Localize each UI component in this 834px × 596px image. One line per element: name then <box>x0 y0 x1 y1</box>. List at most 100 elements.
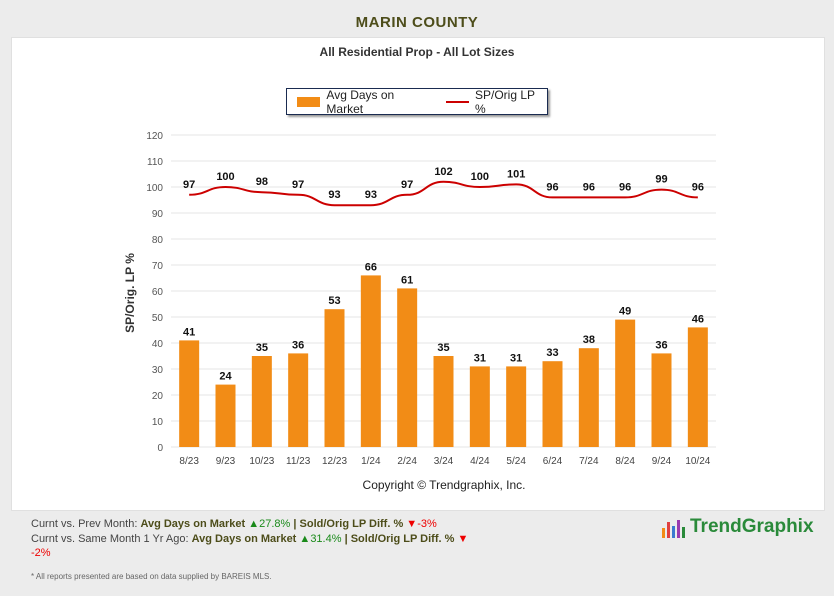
y-tick-label: 30 <box>152 365 164 376</box>
prev-label: Curnt vs. Prev Month: <box>31 518 138 530</box>
x-tick-label: 6/24 <box>543 456 563 467</box>
prev-adom-value: 27.8% <box>259 518 291 530</box>
logo-bar-icon <box>682 527 685 538</box>
legend-line-label: SP/Orig LP % <box>474 87 535 116</box>
bar <box>179 340 200 447</box>
prev-sold-value: -3% <box>417 518 437 530</box>
bar-data-label: 31 <box>510 352 522 364</box>
x-tick-label: 8/24 <box>615 456 635 467</box>
x-tick-label: 2/24 <box>397 456 417 467</box>
line-data-label: 96 <box>619 181 631 193</box>
y-tick-label: 20 <box>152 391 164 402</box>
down-arrow-icon: ▼ <box>457 533 469 545</box>
bar <box>506 366 527 447</box>
y-tick-label: 50 <box>152 313 164 324</box>
x-tick-label: 10/23 <box>249 456 274 467</box>
bar-data-label: 66 <box>365 261 377 273</box>
logo-bar-icon <box>667 522 670 538</box>
sold-label: | Sold/Orig LP Diff. % <box>293 518 404 530</box>
chart-title: All Residential Prop - All Lot Sizes <box>319 45 515 59</box>
x-tick-label: 5/24 <box>506 456 526 467</box>
y-tick-label: 70 <box>152 261 164 272</box>
bar-data-label: 36 <box>292 339 304 351</box>
footer-prev-month: Curnt vs. Prev Month: Avg Days on Market… <box>31 518 437 530</box>
y-tick-label: 110 <box>147 157 163 168</box>
bar <box>578 348 599 447</box>
bar <box>433 356 454 447</box>
trendgraphix-logo: TrendGraphix <box>662 516 814 538</box>
bar-data-label: 36 <box>655 339 667 351</box>
footer-same-month: Curnt vs. Same Month 1 Yr Ago: Avg Days … <box>31 532 531 560</box>
line-data-label: 100 <box>216 171 234 183</box>
y-tick-label: 100 <box>146 183 163 194</box>
bar <box>324 309 345 447</box>
sold-label: | Sold/Orig LP Diff. % <box>344 533 455 545</box>
y-tick-label: 120 <box>146 131 163 142</box>
y-tick-label: 10 <box>152 417 164 428</box>
same-sold-value: -2% <box>31 547 51 559</box>
bar <box>651 353 672 447</box>
legend-bar-label: Avg Days on Market <box>326 87 395 116</box>
bar-data-label: 41 <box>183 326 195 338</box>
logo-bar-icon <box>672 526 675 538</box>
x-tick-label: 7/24 <box>579 456 599 467</box>
adom-label: Avg Days on Market <box>140 518 246 530</box>
line-data-label: 97 <box>183 179 195 191</box>
logo-bar-icon <box>662 528 665 538</box>
y-tick-label: 90 <box>152 209 164 220</box>
x-tick-label: 3/24 <box>434 456 454 467</box>
bar-data-label: 38 <box>583 334 595 346</box>
down-arrow-icon: ▼ <box>406 518 418 530</box>
bar-data-label: 33 <box>546 347 558 359</box>
bar <box>397 288 418 447</box>
line-data-label: 102 <box>434 166 452 178</box>
bar-data-label: 35 <box>256 342 268 354</box>
bar <box>288 353 309 447</box>
y-tick-label: 40 <box>152 339 164 350</box>
bar-data-label: 31 <box>474 352 486 364</box>
line-data-label: 97 <box>401 179 413 191</box>
legend: Avg Days on Market SP/Orig LP % <box>286 87 548 116</box>
line-data-label: 93 <box>328 189 340 201</box>
y-tick-label: 60 <box>152 287 164 298</box>
line-data-label: 96 <box>583 181 595 193</box>
x-tick-label: 8/23 <box>179 456 199 467</box>
bar <box>615 319 636 447</box>
up-arrow-icon: ▲ <box>248 518 260 530</box>
bar-data-label: 46 <box>692 313 704 325</box>
x-tick-label: 9/23 <box>216 456 236 467</box>
line-data-label: 97 <box>292 179 304 191</box>
line-data-label: 99 <box>655 174 667 186</box>
x-tick-label: 10/24 <box>685 456 710 467</box>
bar <box>469 366 490 447</box>
bar <box>687 327 708 447</box>
bar <box>251 356 272 447</box>
y-tick-label: 80 <box>152 235 164 246</box>
line-data-label: 96 <box>546 181 558 193</box>
footnote: * All reports presented are based on dat… <box>31 572 272 581</box>
y-axis-label: SP/Orig. LP % <box>123 253 137 333</box>
x-tick-label: 1/24 <box>361 456 381 467</box>
same-label: Curnt vs. Same Month 1 Yr Ago: <box>31 533 189 545</box>
page-title: MARIN COUNTY <box>355 14 479 31</box>
line-data-label: 98 <box>256 176 268 188</box>
copyright: Copyright © Trendgraphix, Inc. <box>362 478 526 492</box>
up-arrow-icon: ▲ <box>299 533 311 545</box>
line-data-label: 93 <box>365 189 377 201</box>
bar <box>360 275 381 447</box>
bar-data-label: 53 <box>328 295 340 307</box>
bar <box>215 384 236 447</box>
logo-bar-icon <box>677 520 680 538</box>
line-data-label: 100 <box>471 171 489 183</box>
x-tick-label: 4/24 <box>470 456 490 467</box>
bar-data-label: 61 <box>401 274 413 286</box>
adom-label: Avg Days on Market <box>191 533 297 545</box>
x-tick-label: 11/23 <box>286 456 311 467</box>
bar-data-label: 24 <box>219 371 232 383</box>
line-series <box>189 180 698 207</box>
x-tick-label: 12/23 <box>322 456 347 467</box>
line-data-label: 101 <box>507 168 525 180</box>
legend-bar-swatch <box>297 96 321 107</box>
y-tick-label: 0 <box>157 443 163 454</box>
